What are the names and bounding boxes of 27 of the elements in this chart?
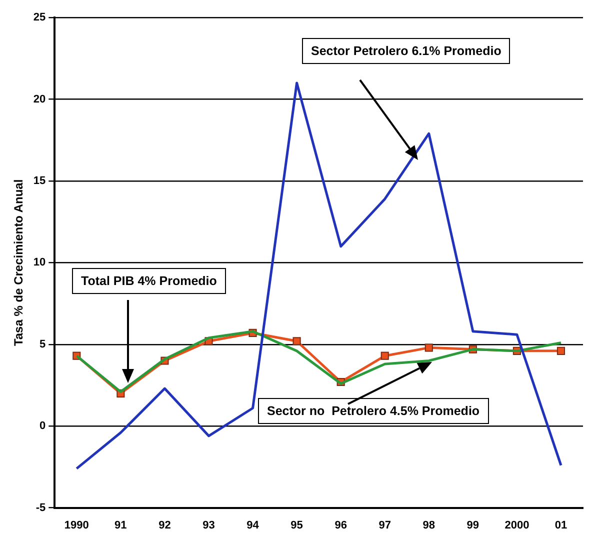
y-tick-label: 5: [40, 338, 46, 350]
y-tick-label: 0: [40, 420, 46, 432]
y-tick-label: 25: [33, 12, 46, 24]
x-tick-label: 91: [114, 519, 127, 532]
x-tick-label: 2000: [504, 519, 530, 532]
x-tick-label: 95: [290, 519, 303, 532]
x-tick-label: 97: [378, 519, 391, 532]
point: [380, 352, 389, 360]
x-tick-label: 01: [554, 519, 568, 532]
x-tick-label: 96: [334, 519, 347, 532]
y-tick-label: -5: [36, 502, 46, 514]
annotation: Total PIB 4% Promedio: [72, 268, 226, 294]
x-tick-label: 92: [158, 519, 171, 532]
x-tick-label: 94: [246, 519, 260, 532]
x-tick-label: 98: [422, 519, 436, 532]
point: [292, 337, 301, 346]
y-tick-label: 10: [33, 256, 46, 269]
point: [556, 346, 566, 355]
y-axis-title: Tasa % de Crecimiento Anual: [12, 179, 26, 346]
point: [424, 344, 433, 352]
x-tick-label: 1990: [64, 519, 89, 532]
y-tick-label: 20: [33, 93, 46, 106]
x-tick-label: 93: [202, 519, 215, 532]
annotation: Sector Petrolero 6.1% Promedio: [302, 38, 510, 64]
annotation: Sector no Petrolero 4.5% Promedio: [258, 398, 489, 424]
y-tick-label: 15: [33, 175, 46, 188]
x-tick-label: 99: [466, 519, 480, 532]
